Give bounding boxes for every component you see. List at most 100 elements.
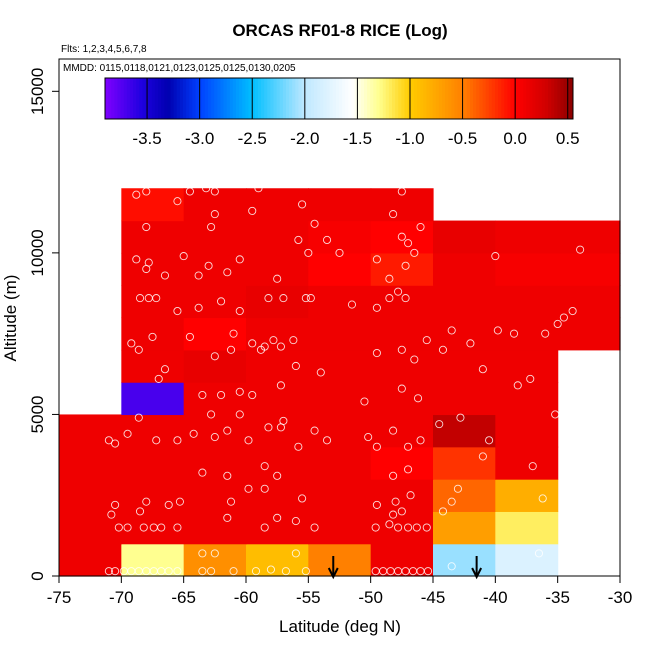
data-point <box>254 184 263 193</box>
colorbar-swatch <box>323 78 328 119</box>
x-axis: -75 -70 -65 -60 -55 -50 -45 -40 -35 -30 <box>47 576 632 607</box>
colorbar-swatch <box>279 78 284 119</box>
heatmap-cell <box>495 252 559 286</box>
data-point <box>416 222 425 232</box>
heatmap-cell <box>433 220 496 254</box>
data-point <box>210 549 219 558</box>
colorbar-swatch <box>432 78 437 119</box>
colorbar-swatch <box>501 78 505 119</box>
data-point <box>372 303 381 312</box>
heatmap-cell <box>495 414 559 448</box>
data-point <box>111 567 120 576</box>
colorbar-swatch <box>529 78 533 119</box>
data-point <box>485 436 494 445</box>
heatmap-cell <box>121 446 185 480</box>
colorbar-swatch <box>510 78 515 119</box>
heatmap-cell <box>557 220 621 254</box>
heatmap-cell <box>370 220 434 254</box>
colorbar-swatch <box>363 78 368 119</box>
data-point <box>389 510 398 519</box>
colorbar-swatch <box>192 78 196 119</box>
data-point <box>189 429 198 438</box>
data-point <box>127 339 136 348</box>
x-tick-label: -45 <box>421 588 446 607</box>
data-point <box>198 567 207 576</box>
data-point <box>279 416 288 425</box>
data-point <box>104 436 113 445</box>
heatmap-cell <box>370 414 434 448</box>
colorbar-frame <box>104 77 574 120</box>
y-tick-label: 10000 <box>28 229 47 276</box>
data-point <box>401 294 410 303</box>
data-point <box>291 517 300 526</box>
colorbar-swatch <box>373 78 377 119</box>
heatmap-cell <box>433 285 496 319</box>
colorbar-swatch <box>204 78 209 119</box>
data-point <box>260 484 269 493</box>
colorbar-tick-label: -2.0 <box>290 129 319 148</box>
data-point <box>404 523 413 532</box>
data-point <box>551 410 560 419</box>
heatmap-cell <box>183 252 247 286</box>
heatmap-cell <box>495 446 559 480</box>
colorbar-swatch <box>164 78 168 119</box>
data-point <box>260 462 269 471</box>
colorbar-swatch <box>445 78 449 119</box>
colorbar-swatch <box>326 78 331 119</box>
colorbar-swatch <box>398 78 402 119</box>
data-point <box>207 410 216 419</box>
x-tick-label: -70 <box>109 588 134 607</box>
data-point <box>513 381 522 390</box>
data-point <box>134 413 143 422</box>
data-point <box>235 255 244 264</box>
data-point <box>223 513 232 522</box>
data-point <box>226 497 236 506</box>
colorbar-swatch <box>526 78 530 119</box>
colorbar-swatch <box>441 78 446 119</box>
data-point <box>207 222 216 232</box>
data-point <box>413 394 423 403</box>
data-point <box>335 248 344 257</box>
colorbar-tick-label: -1.5 <box>343 129 372 148</box>
data-point <box>111 439 120 448</box>
colorbar-swatch <box>298 78 303 119</box>
arrow-head <box>471 567 483 580</box>
heatmap-cell <box>495 479 559 512</box>
data-point <box>185 187 194 196</box>
heatmap-cell <box>308 479 372 512</box>
colorbar-tick-label: -1.0 <box>395 129 424 148</box>
data-point <box>298 200 307 209</box>
data-point <box>223 426 232 435</box>
colorbar-swatch <box>301 78 306 119</box>
colorbar-swatch <box>289 78 293 119</box>
data-point <box>276 381 285 390</box>
colorbar-swatch <box>504 78 508 119</box>
colorbar-swatch <box>451 78 455 119</box>
data-point <box>410 355 419 364</box>
data-point <box>364 433 373 442</box>
data-point <box>372 255 381 264</box>
heatmap-cell <box>121 317 185 351</box>
heatmap-cell <box>246 543 309 577</box>
colorbar-swatch <box>563 78 568 119</box>
data-point <box>152 294 161 303</box>
heatmap-cell <box>308 349 372 383</box>
colorbar-swatch <box>507 78 512 119</box>
colorbar-tick-label: 0.5 <box>556 129 580 148</box>
heatmap-cell <box>183 479 247 512</box>
heatmap-cell <box>246 414 309 448</box>
x-tick-label: -50 <box>358 588 383 607</box>
data-point <box>568 306 577 316</box>
heatmap-cell <box>433 349 496 383</box>
heatmap-cell <box>183 317 247 351</box>
colorbar-swatch <box>170 78 175 119</box>
data-point <box>264 423 273 432</box>
data-point <box>404 239 413 248</box>
data-point <box>322 235 332 244</box>
data-point <box>273 274 282 283</box>
colorbar-swatch <box>535 78 540 119</box>
colorbar-swatch <box>129 78 134 119</box>
colorbar-swatch <box>295 78 299 119</box>
colorbar-swatch <box>114 78 118 119</box>
data-point <box>316 368 325 377</box>
